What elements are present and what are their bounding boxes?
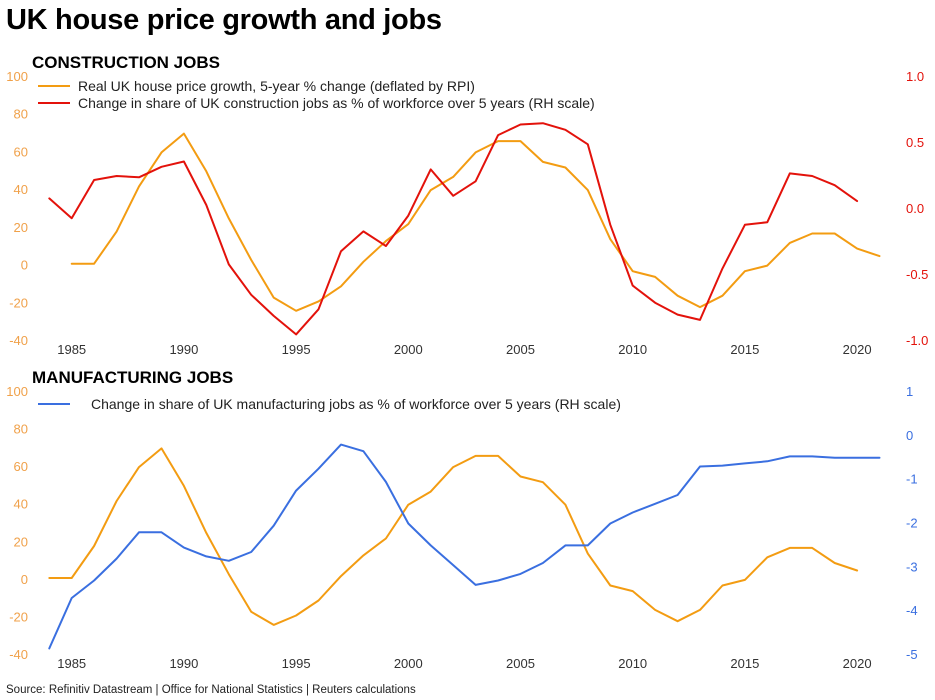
manufacturing-left-tick-label: 80 (14, 422, 28, 437)
manufacturing-left-tick-label: 0 (21, 572, 28, 587)
manufacturing-left-tick-label: -40 (9, 647, 28, 662)
construction-x-tick-label: 2005 (506, 342, 535, 357)
construction-x-tick-label: 1985 (57, 342, 86, 357)
manufacturing-x-tick-label: 2005 (506, 656, 535, 671)
manufacturing-right-tick-label: 0 (906, 428, 913, 443)
construction-left-tick-label: 60 (14, 144, 28, 159)
manufacturing-left-tick-label: 40 (14, 497, 28, 512)
construction-left-tick-label: 100 (6, 69, 28, 84)
construction-left-tick-label: 0 (21, 258, 28, 273)
construction-left-tick-label: 40 (14, 182, 28, 197)
manufacturing-x-tick-label: 2015 (730, 656, 759, 671)
construction-legend-label: Real UK house price growth, 5-year % cha… (78, 78, 475, 94)
main-title: UK house price growth and jobs (6, 4, 442, 36)
manufacturing-right-tick-label: -5 (906, 647, 918, 662)
manufacturing-right-tick-label: 1 (906, 384, 913, 399)
construction-right-tick-label: 0.0 (906, 201, 924, 216)
construction-right-tick-label: -0.5 (906, 267, 928, 282)
construction-right-tick-label: 1.0 (906, 69, 924, 84)
construction-x-tick-label: 2020 (843, 342, 872, 357)
construction-x-tick-label: 2000 (394, 342, 423, 357)
manufacturing-legend-label: Change in share of UK manufacturing jobs… (91, 396, 621, 412)
manufacturing-x-tick-label: 2020 (843, 656, 872, 671)
manufacturing-panel-title: MANUFACTURING JOBS (32, 368, 234, 387)
construction-x-tick-label: 1990 (169, 342, 198, 357)
construction-x-tick-label: 2015 (730, 342, 759, 357)
manufacturing-right-tick-label: -2 (906, 516, 918, 531)
manufacturing-left-tick-label: 100 (6, 384, 28, 399)
construction-left-tick-label: 20 (14, 220, 28, 235)
construction-left-tick-label: -20 (9, 295, 28, 310)
construction-right-tick-label: 0.5 (906, 135, 924, 150)
construction-legend-label: Change in share of UK construction jobs … (78, 95, 595, 111)
manufacturing-series-line-manufacturing (48, 443, 881, 650)
manufacturing-x-tick-label: 1990 (169, 656, 198, 671)
construction-right-tick-label: -1.0 (906, 333, 928, 348)
construction-left-tick-label: -40 (9, 333, 28, 348)
construction-series-line-construction (48, 122, 859, 336)
manufacturing-x-tick-label: 2010 (618, 656, 647, 671)
manufacturing-right-tick-label: -1 (906, 472, 918, 487)
manufacturing-left-tick-label: 60 (14, 459, 28, 474)
manufacturing-series-line-house-price (48, 447, 859, 626)
source-note: Source: Refinitiv Datastream | Office fo… (6, 684, 416, 696)
manufacturing-left-tick-label: -20 (9, 609, 28, 624)
manufacturing-right-tick-label: -4 (906, 603, 918, 618)
construction-series-line-house-price (70, 132, 881, 312)
construction-panel-title: CONSTRUCTION JOBS (32, 53, 220, 72)
manufacturing-right-tick-label: -3 (906, 559, 918, 574)
construction-left-tick-label: 80 (14, 107, 28, 122)
manufacturing-x-tick-label: 1985 (57, 656, 86, 671)
manufacturing-x-tick-label: 1995 (282, 656, 311, 671)
manufacturing-left-tick-label: 20 (14, 534, 28, 549)
manufacturing-x-tick-label: 2000 (394, 656, 423, 671)
construction-x-tick-label: 2010 (618, 342, 647, 357)
construction-x-tick-label: 1995 (282, 342, 311, 357)
